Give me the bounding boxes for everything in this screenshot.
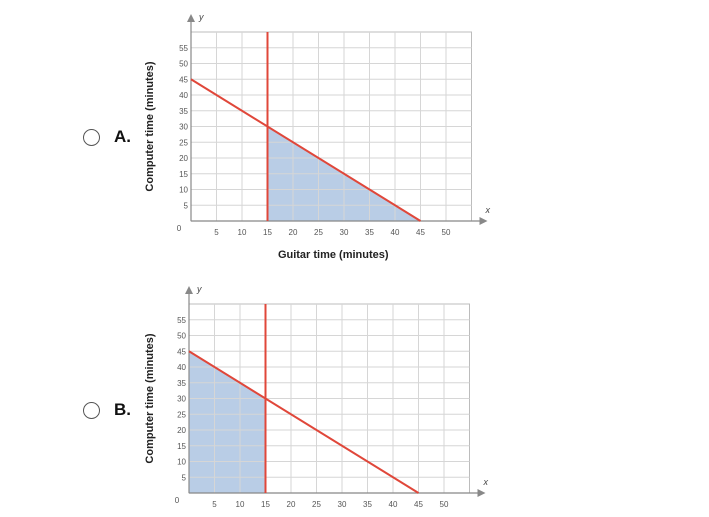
x-axis-symbol: x bbox=[485, 205, 491, 215]
y-axis-arrow bbox=[185, 286, 193, 294]
x-tick-label: 5 bbox=[214, 228, 219, 237]
y-tick-label: 25 bbox=[177, 410, 186, 419]
y-axis-label: Computer time (minutes) bbox=[144, 333, 156, 464]
radio-button-b[interactable] bbox=[83, 402, 100, 419]
x-axis-label: Guitar time (minutes) bbox=[278, 249, 389, 261]
y-tick-label: 35 bbox=[179, 107, 188, 116]
constraint-line-diagonal bbox=[188, 350, 420, 494]
y-tick-label: 35 bbox=[177, 379, 186, 388]
graph-b: x y 5 10 15 20 25 30 35 40 45 50 5 10 15 20 25 30 35 40 45 50… bbox=[144, 284, 489, 509]
y-tick-label: 30 bbox=[177, 395, 186, 404]
answer-option-b[interactable]: B. x y 5 10 15 20 25 30 35 40 45 50 5 10 15 20 25 30 35 40 4… bbox=[0, 276, 709, 517]
y-axis-symbol: y bbox=[198, 12, 204, 22]
x-tick-label: 10 bbox=[236, 500, 245, 509]
y-tick-label: 50 bbox=[177, 332, 186, 341]
y-tick-label: 20 bbox=[177, 426, 186, 435]
y-tick-label: 15 bbox=[179, 170, 188, 179]
x-tick-label: 40 bbox=[391, 228, 400, 237]
radio-button-a[interactable] bbox=[83, 129, 100, 146]
origin-label: 0 bbox=[177, 224, 182, 233]
y-tick-label: 30 bbox=[179, 123, 188, 132]
x-tick-label: 40 bbox=[389, 500, 398, 509]
x-tick-label: 50 bbox=[442, 228, 451, 237]
x-tick-label: 45 bbox=[416, 228, 425, 237]
y-tick-label: 25 bbox=[179, 138, 188, 147]
constraint-line-diagonal bbox=[190, 78, 422, 222]
graph-a: x y 5 10 15 20 25 30 35 40 45 50 5 10 15 20 25 30 35 40 45 50… bbox=[144, 12, 491, 261]
y-tick-label: 10 bbox=[177, 458, 186, 467]
y-tick-label: 55 bbox=[179, 44, 188, 53]
x-tick-label: 25 bbox=[314, 228, 323, 237]
x-tick-label: 15 bbox=[263, 228, 272, 237]
x-tick-label: 10 bbox=[238, 228, 247, 237]
y-tick-label: 15 bbox=[177, 442, 186, 451]
y-tick-label: 10 bbox=[179, 186, 188, 195]
x-tick-label: 35 bbox=[363, 500, 372, 509]
x-tick-label: 35 bbox=[365, 228, 374, 237]
option-letter-b: B. bbox=[114, 400, 131, 419]
x-tick-label: 50 bbox=[440, 500, 449, 509]
x-axis-symbol: x bbox=[483, 477, 489, 487]
y-tick-label: 5 bbox=[184, 201, 189, 210]
x-tick-label: 30 bbox=[340, 228, 349, 237]
y-tick-label: 40 bbox=[177, 363, 186, 372]
x-tick-label: 25 bbox=[312, 500, 321, 509]
x-axis-arrow bbox=[479, 217, 488, 225]
y-tick-label: 55 bbox=[177, 316, 186, 325]
x-tick-label: 20 bbox=[289, 228, 298, 237]
y-axis-arrow bbox=[187, 14, 195, 22]
answer-option-a[interactable]: A. x y 5 10 15 20 25 30 35 40 45 50 5 10 15 20 25 30 35 40 4… bbox=[0, 0, 709, 270]
option-letter-a: A. bbox=[114, 127, 131, 146]
y-tick-label: 50 bbox=[179, 60, 188, 69]
y-tick-label: 20 bbox=[179, 154, 188, 163]
x-tick-label: 5 bbox=[212, 500, 217, 509]
x-tick-label: 20 bbox=[287, 500, 296, 509]
y-tick-label: 40 bbox=[179, 91, 188, 100]
y-tick-label: 45 bbox=[177, 347, 186, 356]
y-tick-label: 5 bbox=[182, 473, 187, 482]
y-axis-label: Computer time (minutes) bbox=[144, 61, 156, 192]
x-tick-label: 30 bbox=[338, 500, 347, 509]
origin-label: 0 bbox=[175, 496, 180, 505]
x-axis-arrow bbox=[477, 489, 486, 497]
x-tick-label: 45 bbox=[414, 500, 423, 509]
x-tick-label: 15 bbox=[261, 500, 270, 509]
y-axis-symbol: y bbox=[196, 284, 202, 294]
y-tick-label: 45 bbox=[179, 75, 188, 84]
